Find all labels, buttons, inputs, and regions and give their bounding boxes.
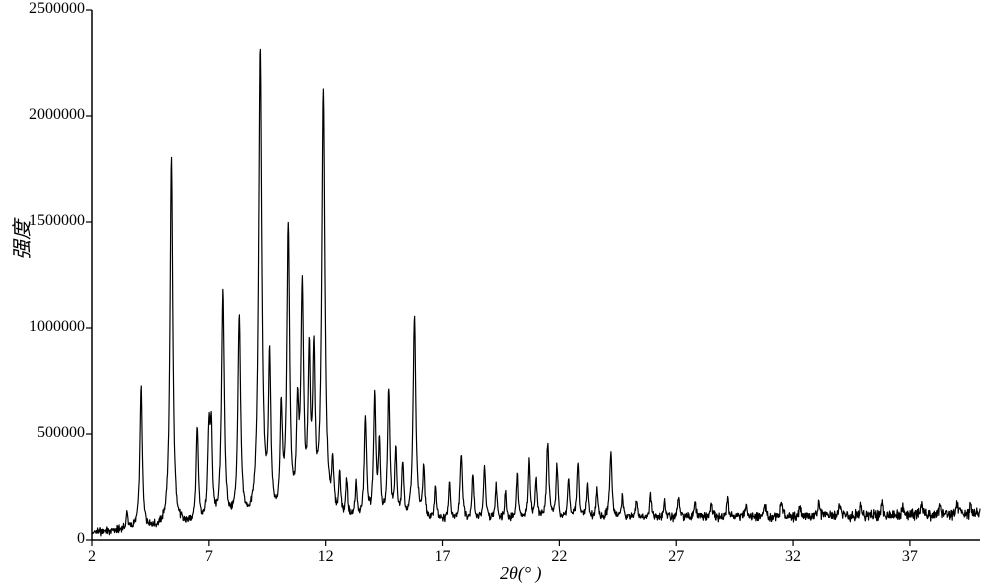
x-tick-label: 32 (785, 548, 801, 566)
xrd-trace (92, 49, 980, 535)
x-tick-label: 7 (205, 548, 213, 566)
x-tick-label: 27 (668, 548, 684, 566)
y-tick-label: 1000000 (29, 318, 85, 336)
x-tick-label: 2 (88, 548, 96, 566)
y-tick-label: 1500000 (29, 212, 85, 230)
x-tick-label: 17 (435, 548, 451, 566)
x-tick-label: 22 (551, 548, 567, 566)
x-axis-label: 2θ(° ) (500, 563, 542, 584)
y-tick-label: 2500000 (29, 0, 85, 18)
y-tick-label: 500000 (37, 424, 85, 442)
x-tick-label: 37 (902, 548, 918, 566)
y-tick-label: 2000000 (29, 106, 85, 124)
chart-container: 强度 2θ(° ) 050000010000001500000200000025… (0, 0, 1000, 586)
xrd-plot-svg (92, 10, 980, 540)
x-tick-label: 12 (318, 548, 334, 566)
y-tick-label: 0 (77, 530, 85, 548)
